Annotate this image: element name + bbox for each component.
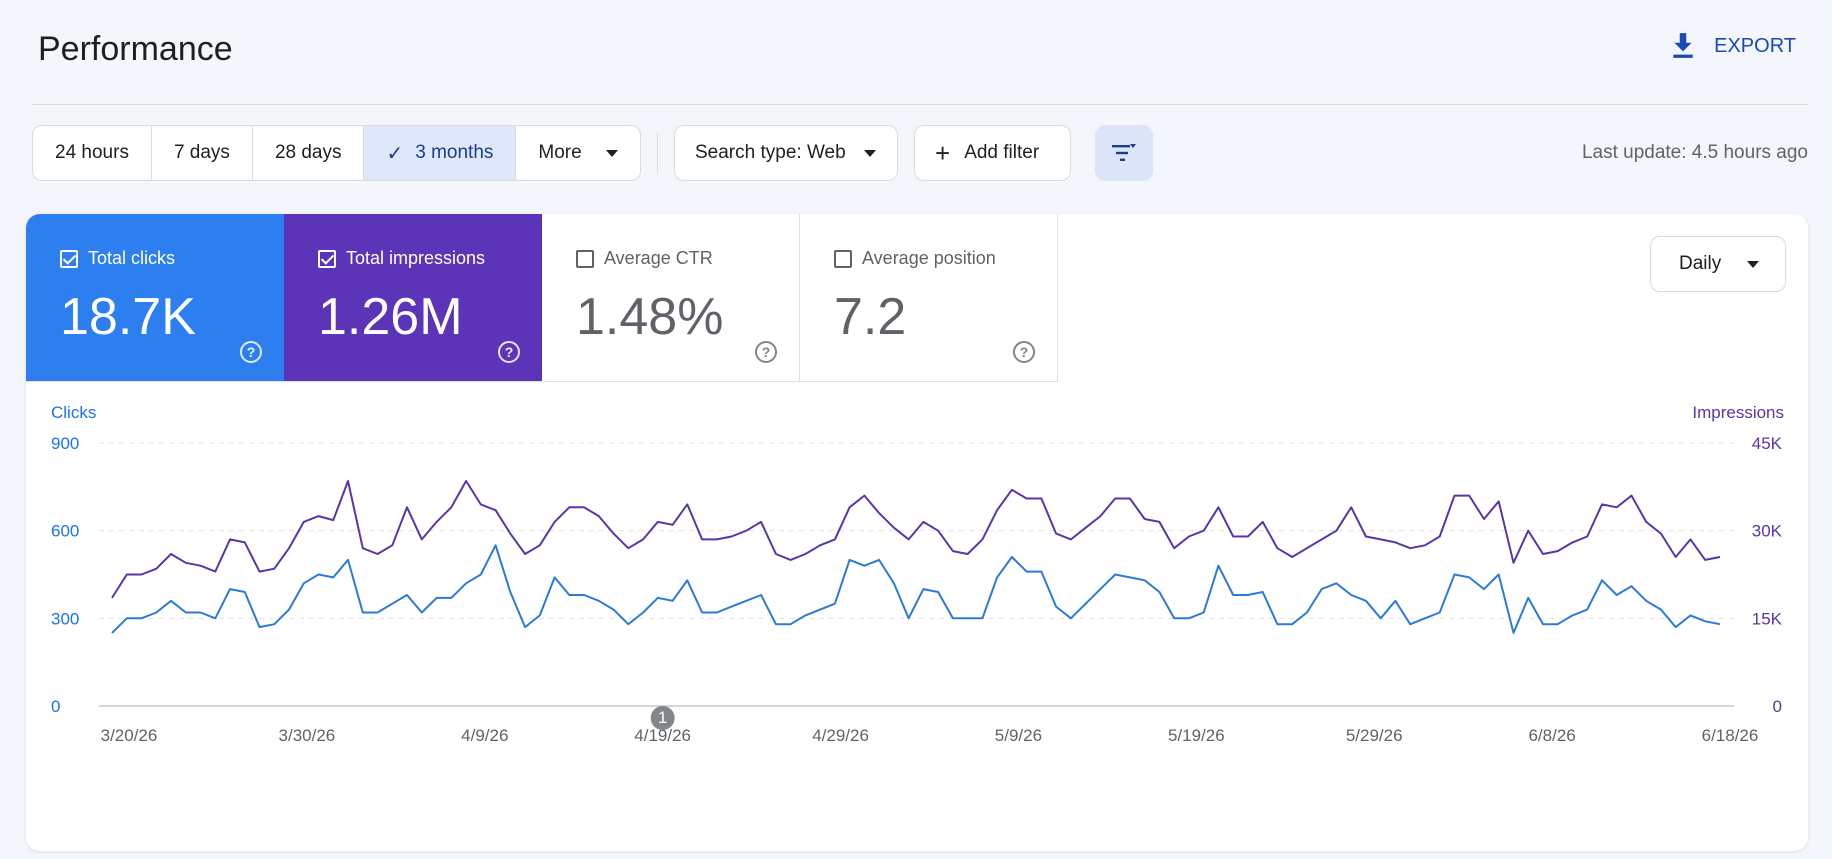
right-tick-label: 15K	[1752, 609, 1783, 628]
annotation-label: 1	[658, 708, 667, 727]
x-tick-label: 3/30/26	[279, 726, 336, 745]
range-28-days[interactable]: 28 days	[253, 126, 365, 180]
x-tick-label: 4/19/26	[634, 726, 691, 745]
help-icon[interactable]: ?	[240, 341, 262, 363]
filter-list-icon	[1112, 144, 1136, 161]
add-filter-button[interactable]: + Add filter	[914, 125, 1071, 181]
search-type-dropdown[interactable]: Search type: Web	[674, 125, 898, 181]
metric-value: 1.26M	[318, 288, 463, 346]
x-tick-label: 6/18/26	[1702, 726, 1759, 745]
right-tick-label: 30K	[1752, 522, 1783, 541]
checkbox-unchecked[interactable]	[834, 249, 852, 268]
performance-chart: Clicks Impressions 0 0 300 15K 600 30K 900 45K 3…	[26, 382, 1808, 851]
caret-down-icon	[1747, 260, 1760, 268]
range-7-days[interactable]: 7 days	[152, 126, 253, 180]
download-icon	[1673, 33, 1693, 58]
filter-options-button[interactable]	[1095, 125, 1153, 181]
toolbar-separator	[657, 133, 658, 173]
series-line-clicks	[111, 544, 1721, 634]
checkmark-icon: ✓	[386, 142, 404, 165]
left-axis-label: Clicks	[51, 403, 96, 422]
checkbox-checked[interactable]	[60, 249, 78, 268]
metric-value: 7.2	[834, 288, 907, 346]
x-tick-label: 4/29/26	[812, 726, 869, 745]
left-tick-label: 300	[51, 609, 79, 628]
left-tick-label: 0	[51, 697, 60, 716]
right-tick-label: 0	[1773, 697, 1782, 716]
filter-toolbar: 24 hours 7 days 28 days ✓ 3 months More …	[32, 125, 1808, 181]
metric-value: 1.48%	[576, 288, 724, 346]
x-tick-label: 5/9/26	[995, 726, 1042, 745]
page-header: Performance EXPORT	[38, 26, 1796, 76]
metric-average-position[interactable]: Average position 7.2 ?	[800, 214, 1058, 382]
date-range-selector: 24 hours 7 days 28 days ✓ 3 months More	[32, 125, 641, 181]
caret-down-icon	[605, 149, 618, 157]
metric-average-ctr[interactable]: Average CTR 1.48% ?	[542, 214, 800, 382]
line-chart: Clicks Impressions 0 0 300 15K 600 30K 900 45K 3…	[51, 403, 1784, 745]
caret-down-icon	[863, 149, 876, 157]
series-line-impressions	[111, 480, 1721, 599]
header-divider	[32, 104, 1808, 105]
range-more-dropdown[interactable]: More	[516, 126, 639, 180]
export-button[interactable]: EXPORT	[1670, 32, 1796, 60]
x-tick-label: 6/8/26	[1528, 726, 1575, 745]
range-3-months[interactable]: ✓ 3 months	[364, 126, 517, 180]
performance-card: Total clicks 18.7K ? Total impressions 1…	[26, 214, 1808, 851]
x-tick-label: 5/29/26	[1346, 726, 1403, 745]
export-label: EXPORT	[1714, 34, 1796, 57]
plus-icon: +	[935, 138, 951, 168]
metric-value: 18.7K	[60, 288, 196, 346]
last-update-text: Last update: 4.5 hours ago	[1581, 142, 1808, 163]
left-tick-label: 600	[51, 522, 79, 541]
metric-total-clicks[interactable]: Total clicks 18.7K ?	[26, 214, 284, 382]
checkbox-checked[interactable]	[318, 249, 336, 268]
help-icon[interactable]: ?	[498, 341, 520, 363]
annotation-circle	[650, 706, 675, 730]
checkbox-unchecked[interactable]	[576, 249, 594, 268]
metric-total-impressions[interactable]: Total impressions 1.26M ?	[284, 214, 542, 382]
right-axis-label: Impressions	[1692, 403, 1784, 422]
range-24-hours[interactable]: 24 hours	[33, 126, 152, 180]
annotation-marker[interactable]: 1	[650, 706, 675, 730]
x-tick-label: 4/9/26	[461, 726, 508, 745]
right-tick-label: 45K	[1752, 434, 1783, 453]
granularity-dropdown[interactable]: Daily	[1650, 236, 1786, 292]
help-icon[interactable]: ?	[755, 341, 777, 363]
left-tick-label: 900	[51, 434, 79, 453]
x-tick-label: 3/20/26	[101, 726, 158, 745]
x-tick-label: 5/19/26	[1168, 726, 1225, 745]
help-icon[interactable]: ?	[1013, 341, 1035, 363]
page-title: Performance	[38, 30, 233, 68]
